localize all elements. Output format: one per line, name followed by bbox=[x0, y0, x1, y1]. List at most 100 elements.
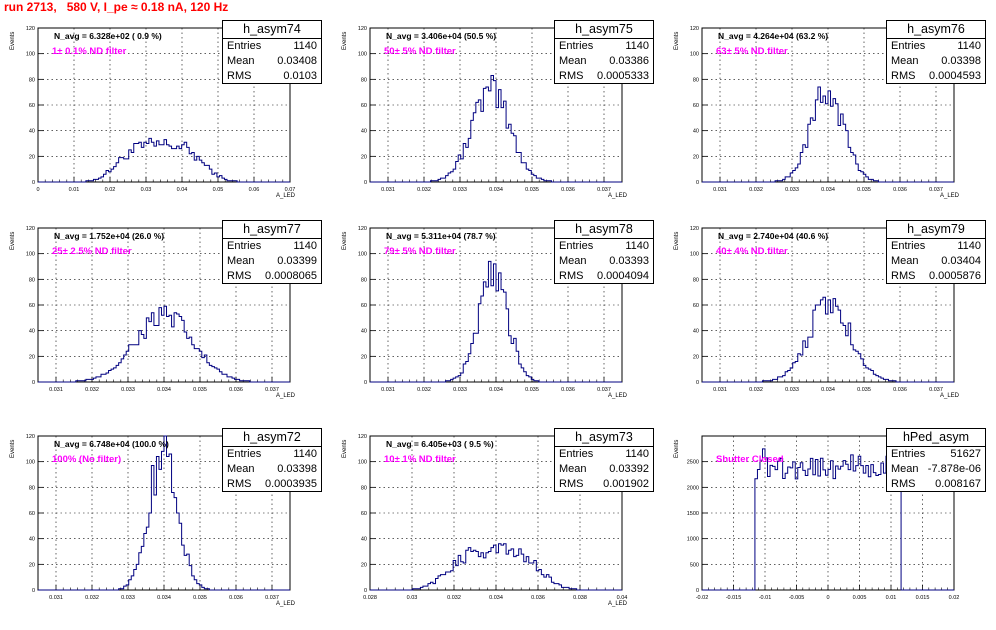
n-avg-label: N_avg = 4.264e+04 (63.2 %) bbox=[718, 31, 829, 41]
x-tick-label: 0.037 bbox=[265, 387, 279, 393]
stats-row-rms: RMS 0.0004094 bbox=[555, 269, 653, 284]
stats-key: RMS bbox=[559, 70, 584, 82]
x-tick-label: 0.03 bbox=[141, 187, 152, 193]
stats-box: h_asym75 Entries 1140 Mean 0.03386 RMS 0.00053… bbox=[554, 20, 654, 84]
filter-label: Shutter Closed bbox=[716, 454, 784, 465]
x-axis-label: A_LED bbox=[276, 193, 296, 199]
y-axis-label: Events bbox=[342, 231, 348, 250]
n-avg-label: N_avg = 6.328e+02 ( 0.9 %) bbox=[54, 31, 162, 41]
y-tick-label: 100 bbox=[358, 460, 367, 466]
stats-value: 0.0008065 bbox=[265, 270, 317, 282]
x-tick-label: 0.01 bbox=[69, 187, 80, 193]
stats-box: h_asym79 Entries 1140 Mean 0.03404 RMS 0.00058… bbox=[886, 220, 986, 284]
x-tick-label: -0.005 bbox=[789, 595, 805, 601]
y-axis-label: Events bbox=[674, 231, 680, 250]
x-tick-label: 0.034 bbox=[157, 595, 171, 601]
x-tick-label: 0.034 bbox=[489, 595, 503, 601]
histogram-line bbox=[702, 296, 954, 383]
n-avg-label: N_avg = 1.752e+04 (26.0 %) bbox=[54, 231, 165, 241]
x-tick-label: -0.01 bbox=[759, 595, 772, 601]
y-tick-label: 100 bbox=[358, 252, 367, 258]
y-tick-label: 40 bbox=[29, 537, 35, 543]
stats-box: h_asym74 Entries 1140 Mean 0.03408 RMS 0.0103 bbox=[222, 20, 322, 84]
y-tick-label: 100 bbox=[690, 252, 699, 258]
filter-label: 63± 5% ND filter bbox=[716, 46, 788, 57]
y-tick-label: 20 bbox=[693, 154, 699, 160]
x-tick-label: 0.005 bbox=[853, 595, 867, 601]
y-tick-label: 120 bbox=[358, 434, 367, 440]
x-tick-label: 0.015 bbox=[916, 595, 930, 601]
stats-row-entries: Entries 1140 bbox=[223, 447, 321, 462]
y-tick-label: 20 bbox=[29, 354, 35, 360]
y-tick-label: 0 bbox=[32, 380, 35, 386]
x-tick-label: 0.036 bbox=[561, 387, 575, 393]
y-tick-label: 80 bbox=[693, 277, 699, 283]
stats-value: 0.03398 bbox=[941, 55, 981, 67]
stats-key: Entries bbox=[559, 40, 594, 52]
stats-key: RMS bbox=[559, 270, 584, 282]
x-tick-label: 0.032 bbox=[417, 387, 431, 393]
x-tick-label: 0.036 bbox=[229, 595, 243, 601]
stats-key: RMS bbox=[227, 478, 252, 490]
x-tick-label: 0.033 bbox=[785, 187, 799, 193]
stats-key: RMS bbox=[891, 70, 916, 82]
stats-row-rms: RMS 0.0005876 bbox=[887, 269, 985, 284]
y-tick-label: 100 bbox=[26, 460, 35, 466]
y-tick-label: 60 bbox=[361, 511, 367, 517]
x-axis-label: A_LED bbox=[276, 393, 296, 399]
stats-box: h_asym73 Entries 1140 Mean 0.03392 RMS 0.00190… bbox=[554, 428, 654, 492]
y-tick-label: 60 bbox=[29, 103, 35, 109]
y-tick-label: 40 bbox=[29, 329, 35, 335]
x-tick-label: 0.033 bbox=[121, 595, 135, 601]
filter-label: 10± 1% ND filter bbox=[384, 454, 456, 465]
stats-row-entries: Entries 1140 bbox=[555, 239, 653, 254]
stats-row-rms: RMS 0.0005333 bbox=[555, 69, 653, 84]
y-tick-label: 120 bbox=[358, 226, 367, 232]
histogram-panel-h_asym77: 0.031 0.032 0.033 0.034 0.035 0.036 0.037 0 20 40… bbox=[0, 220, 332, 422]
y-tick-label: 40 bbox=[29, 129, 35, 135]
filter-label: 25± 2.5% ND filter bbox=[52, 246, 132, 257]
y-tick-label: 80 bbox=[361, 485, 367, 491]
x-axis-label: A_LED bbox=[940, 393, 960, 399]
x-tick-label: 0.01 bbox=[886, 595, 897, 601]
x-tick-label: 0.034 bbox=[821, 387, 835, 393]
stats-value: 0.0004593 bbox=[929, 70, 981, 82]
histogram-name: h_asym74 bbox=[223, 21, 321, 39]
x-tick-label: 0.032 bbox=[417, 187, 431, 193]
stats-row-rms: RMS 0.0004593 bbox=[887, 69, 985, 84]
x-tick-label: 0.035 bbox=[857, 187, 871, 193]
stats-row-rms: RMS 0.001902 bbox=[555, 477, 653, 492]
y-axis-label: Events bbox=[342, 439, 348, 458]
y-tick-label: 40 bbox=[361, 537, 367, 543]
stats-value: 0.0005333 bbox=[597, 70, 649, 82]
stats-box: h_asym72 Entries 1140 Mean 0.03398 RMS 0.00039… bbox=[222, 428, 322, 492]
filter-label: 100% (No filter) bbox=[52, 454, 122, 465]
stats-box: hPed_asym Entries 51627 Mean -7.878e-06 RMS 0.… bbox=[886, 428, 986, 492]
stats-value: 1140 bbox=[957, 240, 981, 252]
stats-key: RMS bbox=[891, 270, 916, 282]
histogram-line bbox=[702, 86, 954, 183]
histogram-name: h_asym75 bbox=[555, 21, 653, 39]
stats-value: 0.001902 bbox=[603, 478, 649, 490]
stats-key: Mean bbox=[227, 463, 255, 475]
y-tick-label: 60 bbox=[361, 103, 367, 109]
histogram-line bbox=[370, 74, 622, 183]
y-tick-label: 2500 bbox=[687, 460, 699, 466]
x-tick-label: 0.032 bbox=[749, 387, 763, 393]
histogram-name: h_asym79 bbox=[887, 221, 985, 239]
stats-row-mean: Mean 0.03392 bbox=[555, 462, 653, 477]
y-tick-label: 40 bbox=[361, 329, 367, 335]
x-tick-label: 0.033 bbox=[785, 387, 799, 393]
y-tick-label: 0 bbox=[696, 380, 699, 386]
stats-key: Entries bbox=[891, 40, 926, 52]
stats-row-rms: RMS 0.0003935 bbox=[223, 477, 321, 492]
stats-key: Mean bbox=[891, 463, 919, 475]
x-tick-label: 0.035 bbox=[193, 387, 207, 393]
stats-value: 1140 bbox=[625, 40, 649, 52]
n-avg-label: N_avg = 5.311e+04 (78.7 %) bbox=[386, 231, 496, 241]
filter-label: 50± 5% ND filter bbox=[384, 46, 456, 57]
histogram-panel-h_asym73: 0.028 0.03 0.032 0.034 0.036 0.038 0.04 0 20 40 60… bbox=[332, 428, 664, 630]
x-tick-label: 0.03 bbox=[407, 595, 418, 601]
histogram-panel-hPed_asym: -0.02 -0.015 -0.01 -0.005 0 0.005 0.01 0.015 0.0… bbox=[664, 428, 996, 630]
stats-row-entries: Entries 1140 bbox=[887, 239, 985, 254]
